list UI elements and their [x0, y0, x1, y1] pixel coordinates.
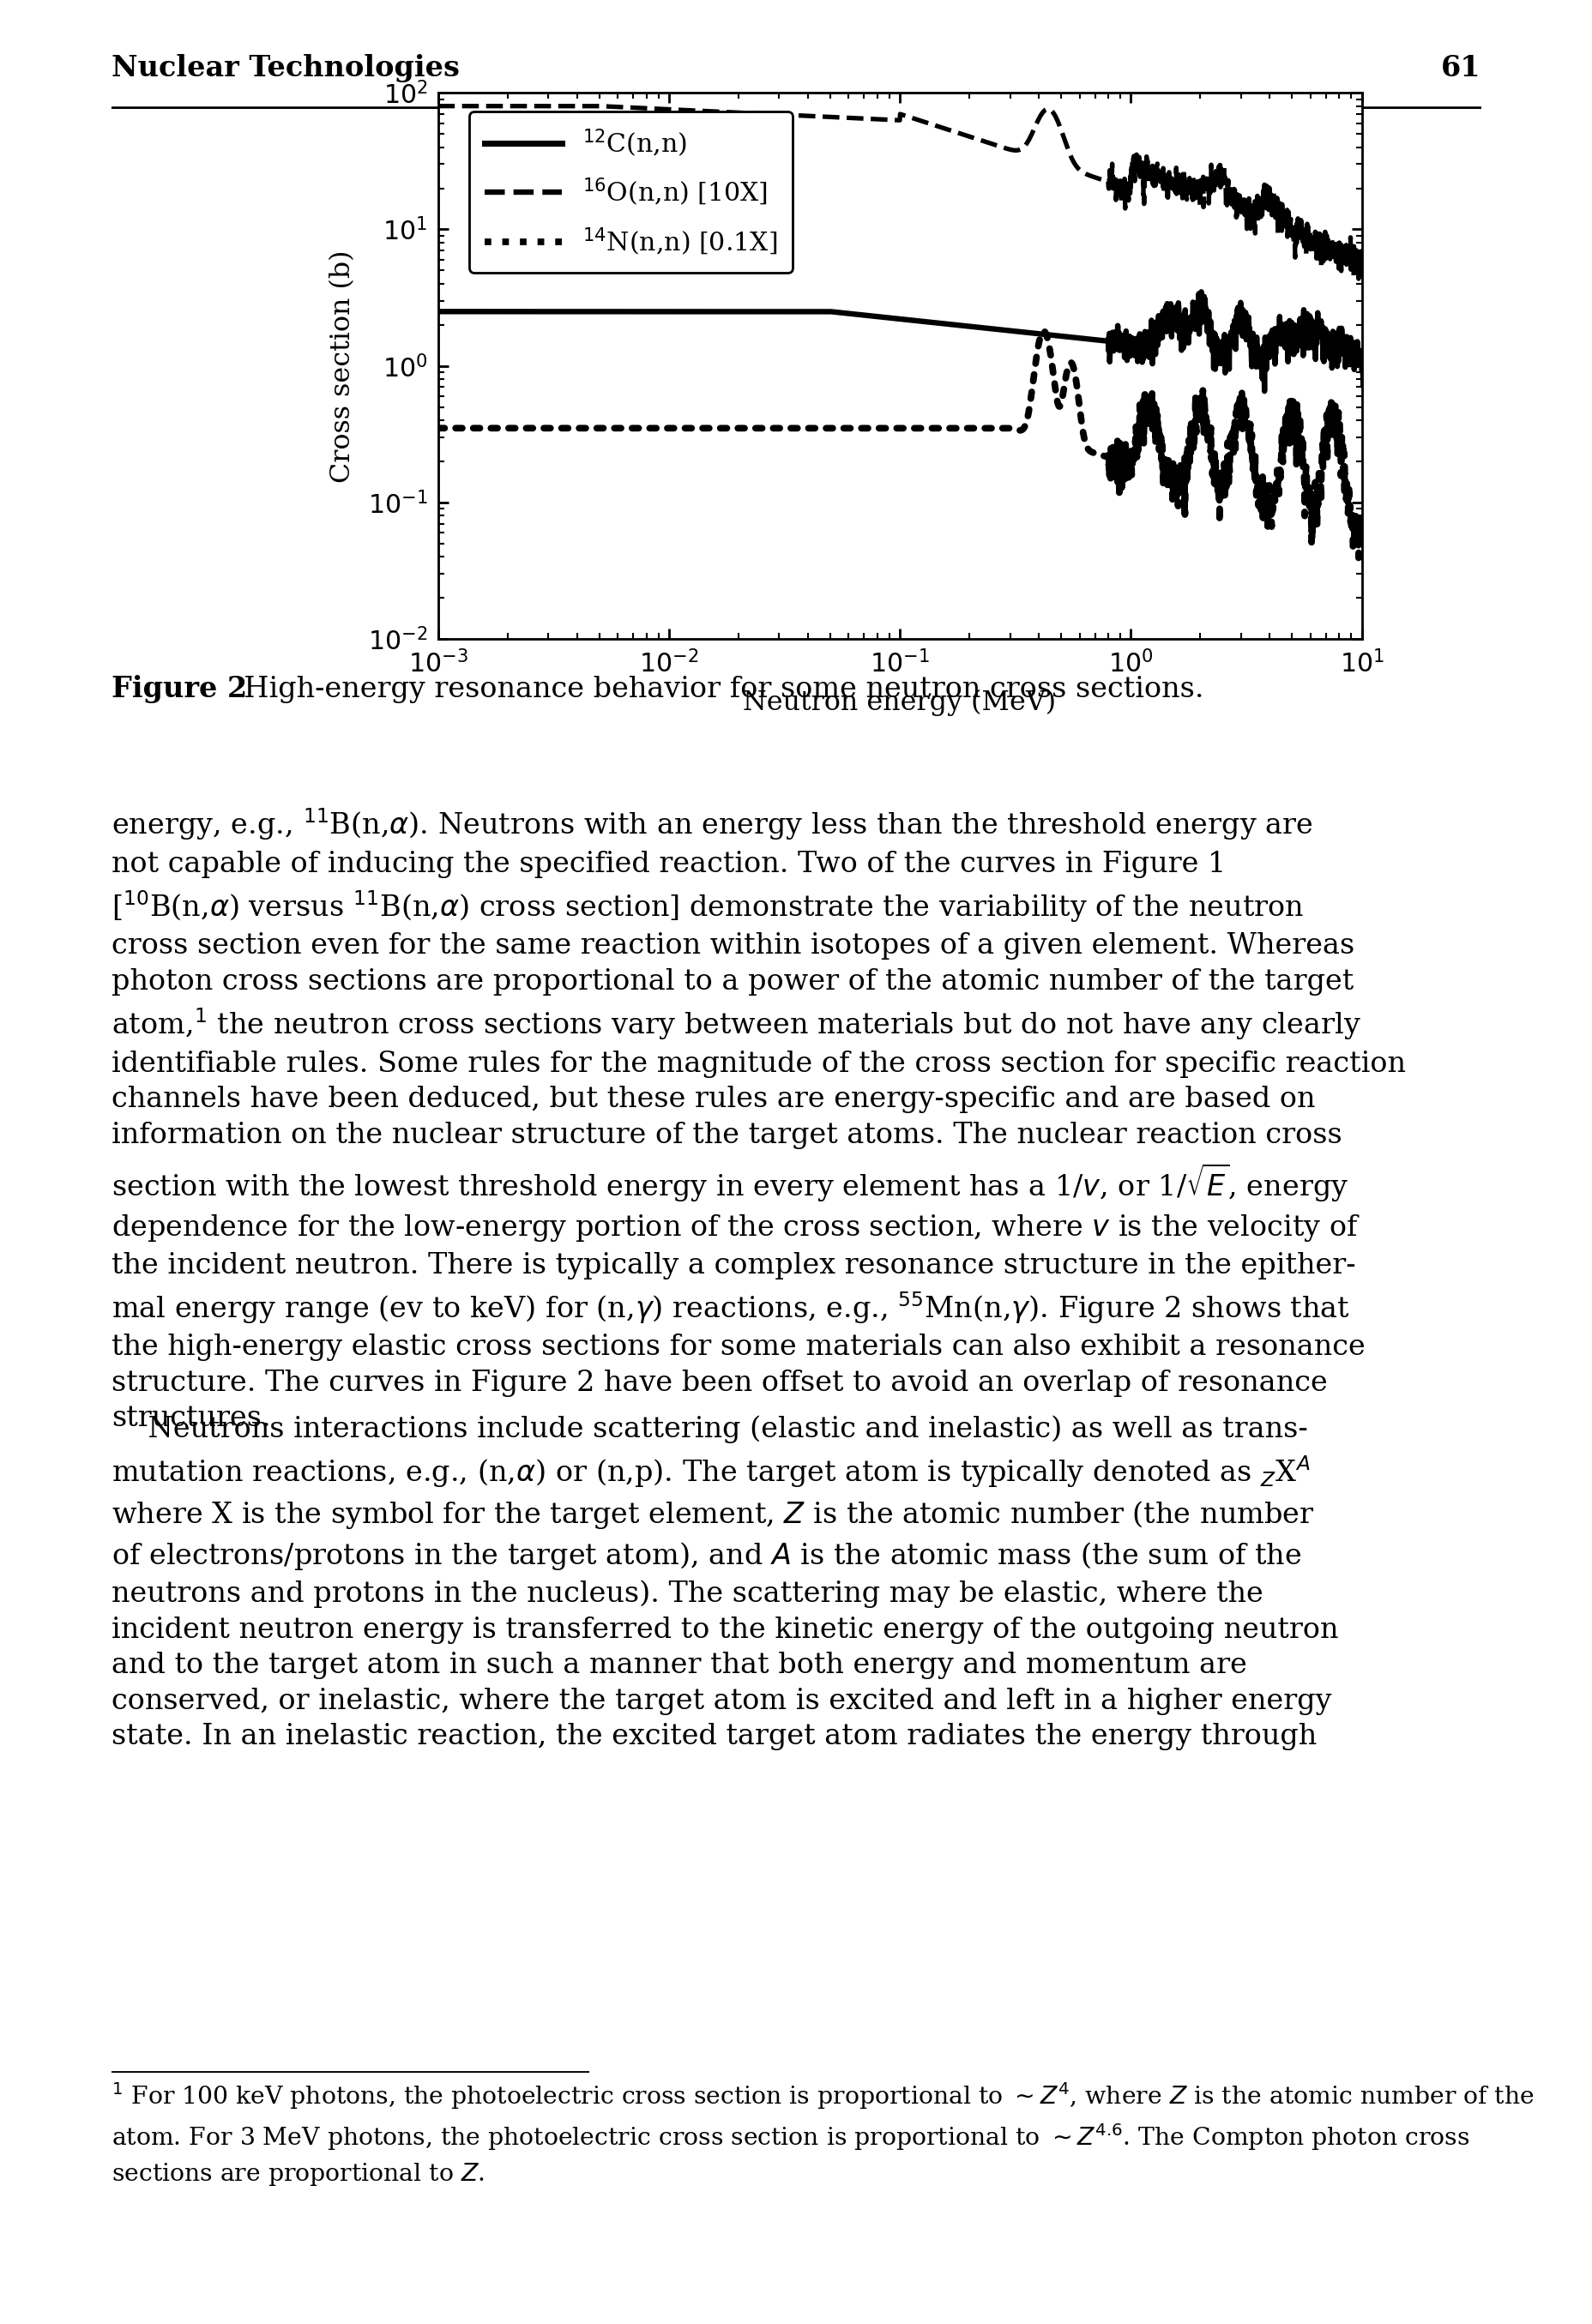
- Text: energy, e.g., $^{11}$B(n,$\alpha$). Neutrons with an energy less than the thresh: energy, e.g., $^{11}$B(n,$\alpha$). Neut…: [111, 806, 1406, 1432]
- Text: $^{1}$ For 100 keV photons, the photoelectric cross section is proportional to $: $^{1}$ For 100 keV photons, the photoele…: [111, 2080, 1533, 2187]
- Text: 61: 61: [1441, 53, 1481, 84]
- Text: Neutrons interactions include scattering (elastic and inelastic) as well as tran: Neutrons interactions include scattering…: [111, 1415, 1337, 1750]
- X-axis label: Neutron energy (MeV): Neutron energy (MeV): [743, 690, 1055, 716]
- Legend: $^{12}$C(n,n), $^{16}$O(n,n) [10X], $^{14}$N(n,n) [0.1X]: $^{12}$C(n,n), $^{16}$O(n,n) [10X], $^{1…: [470, 112, 793, 272]
- Y-axis label: Cross section (b): Cross section (b): [330, 249, 355, 483]
- Text: Nuclear Technologies: Nuclear Technologies: [111, 53, 460, 84]
- Text: Figure 2: Figure 2: [111, 674, 247, 704]
- Text: High-energy resonance behavior for some neutron cross sections.: High-energy resonance behavior for some …: [224, 676, 1204, 702]
